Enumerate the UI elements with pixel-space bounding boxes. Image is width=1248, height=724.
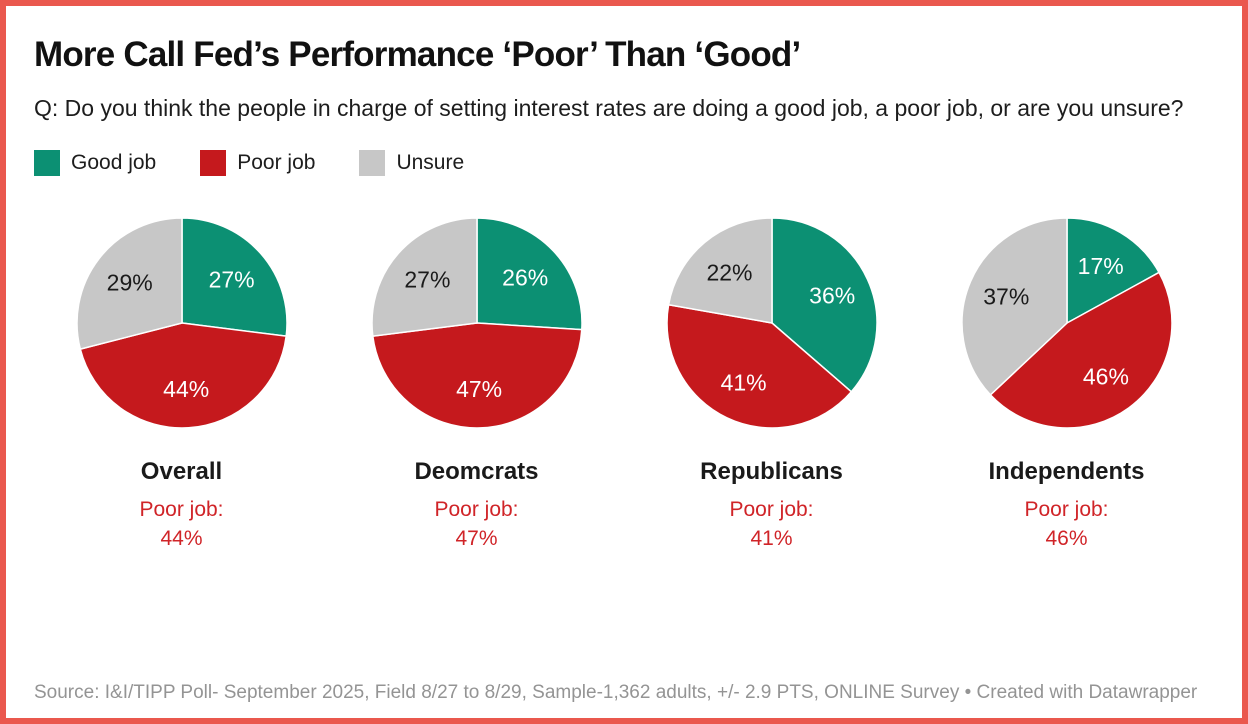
pie-slice-unsure xyxy=(960,216,1068,396)
legend-item-unsure: Unsure xyxy=(359,149,465,176)
pie-column-independents: 17% 46% 37% Independents Poor job: 46% xyxy=(919,216,1214,554)
pie-slice-poor-job xyxy=(665,303,852,429)
pie-chart-republicans: 36% 41% 22% xyxy=(665,216,878,429)
pie-slice-label: 36% xyxy=(809,282,855,308)
legend-swatch-icon xyxy=(200,149,227,176)
legend-item-poor-job: Poor job xyxy=(200,149,316,176)
pie-slice-poor-job xyxy=(371,321,583,429)
poor-job-annotation: Poor job: 46% xyxy=(1024,495,1108,554)
poor-job-annotation-label: Poor job: xyxy=(729,497,814,521)
poor-job-annotation-value: 47% xyxy=(455,527,498,551)
pie-column-overall: 27% 44% 29% Overall Poor job: 44% xyxy=(34,216,329,554)
pie-chart-group: 27% 44% 29% Overall Poor job: 44% 26% 47% 27% Deo… xyxy=(34,216,1214,554)
poor-job-annotation-value: 46% xyxy=(1045,527,1088,551)
legend: Good job Poor job Unsure xyxy=(34,149,1214,176)
pie-chart-overall: 27% 44% 29% xyxy=(75,216,288,429)
legend-label: Good job xyxy=(71,150,157,174)
poor-job-annotation-label: Poor job: xyxy=(139,497,224,521)
pie-slice-poor-job xyxy=(989,271,1173,429)
pie-category-label: Deomcrats xyxy=(414,457,539,485)
poor-job-annotation-label: Poor job: xyxy=(434,497,519,521)
pie-slice-good-job xyxy=(770,216,878,393)
pie-chart-deomcrats: 26% 47% 27% xyxy=(370,216,583,429)
pie-slice-label: 29% xyxy=(106,269,152,295)
pie-category-label: Independents xyxy=(988,457,1145,485)
pie-slice-label: 41% xyxy=(720,369,766,395)
pie-chart-independents: 17% 46% 37% xyxy=(960,216,1173,429)
legend-item-good-job: Good job xyxy=(34,149,157,176)
chart-subtitle-question: Q: Do you think the people in charge of … xyxy=(34,94,1184,121)
pie-slice-label: 26% xyxy=(502,264,548,290)
pie-slice-good-job xyxy=(180,216,288,337)
chart-title: More Call Fed’s Performance ‘Poor’ Than … xyxy=(34,35,801,74)
pie-slice-good-job xyxy=(475,216,583,331)
legend-label: Unsure xyxy=(396,150,465,174)
pie-slice-label: 47% xyxy=(456,376,502,402)
legend-swatch-icon xyxy=(34,149,60,176)
poor-job-annotation: Poor job: 47% xyxy=(434,495,518,554)
poor-job-annotation: Poor job: 41% xyxy=(729,495,813,554)
pie-slice-label: 37% xyxy=(983,283,1029,309)
pie-slice-unsure xyxy=(75,216,183,350)
pie-slice-label: 27% xyxy=(404,266,450,292)
poor-job-annotation-label: Poor job: xyxy=(1024,497,1109,521)
pie-slice-unsure xyxy=(667,216,773,324)
pie-category-label: Overall xyxy=(140,457,223,485)
legend-label: Poor job xyxy=(237,150,316,174)
pie-slice-unsure xyxy=(370,216,478,337)
poor-job-annotation-value: 41% xyxy=(750,527,793,551)
source-note: Source: I&I/TIPP Poll- September 2025, F… xyxy=(34,682,1198,704)
pie-slice-label: 46% xyxy=(1082,363,1128,389)
pie-slice-label: 17% xyxy=(1077,253,1123,279)
pie-column-republicans: 36% 41% 22% Republicans Poor job: 41% xyxy=(624,216,919,554)
pie-column-deomcrats: 26% 47% 27% Deomcrats Poor job: 47% xyxy=(329,216,624,554)
legend-swatch-icon xyxy=(359,149,386,176)
pie-category-label: Republicans xyxy=(700,457,843,485)
poor-job-annotation: Poor job: 44% xyxy=(139,495,223,554)
pie-slice-label: 22% xyxy=(706,259,752,285)
pie-slice-good-job xyxy=(1065,216,1160,324)
pie-slice-label: 27% xyxy=(208,266,254,292)
pie-slice-poor-job xyxy=(79,321,287,429)
pie-slice-label: 44% xyxy=(163,376,209,402)
poor-job-annotation-value: 44% xyxy=(160,527,203,551)
